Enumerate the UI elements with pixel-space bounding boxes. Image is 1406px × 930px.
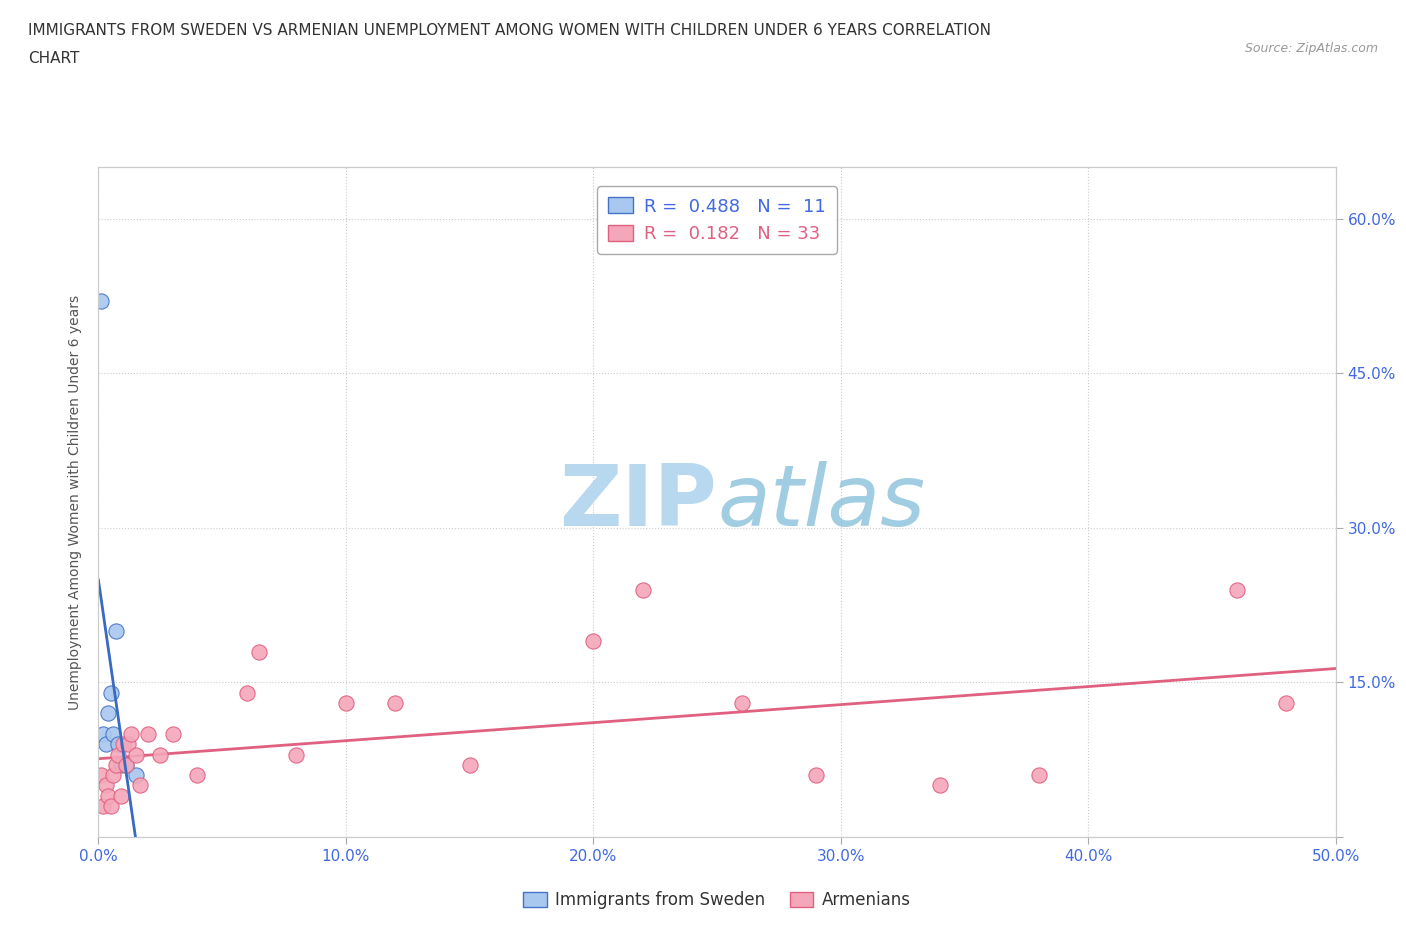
Point [124, 747, 146, 762]
Point [129, 778, 152, 793]
Point [247, 644, 270, 659]
Point [93, 726, 115, 741]
Point [582, 634, 605, 649]
Point [1028, 768, 1050, 783]
Point [162, 726, 184, 741]
Text: atlas: atlas [717, 460, 925, 544]
Point [136, 726, 159, 741]
Point [90, 768, 112, 783]
Point [100, 685, 122, 700]
Point [100, 799, 122, 814]
Legend: Immigrants from Sweden, Armenians: Immigrants from Sweden, Armenians [516, 884, 918, 916]
Y-axis label: Unemployment Among Women with Children Under 6 years: Unemployment Among Women with Children U… [69, 295, 83, 710]
Point [928, 778, 950, 793]
Point [97, 706, 120, 721]
Point [124, 768, 146, 783]
Point [236, 685, 259, 700]
Point [114, 757, 136, 772]
Point [1275, 696, 1298, 711]
Point [94, 778, 117, 793]
Point [149, 747, 172, 762]
Point [117, 737, 139, 751]
Point [731, 696, 754, 711]
Point [1226, 582, 1249, 597]
Point [103, 726, 125, 741]
Point [93, 799, 115, 814]
Text: ZIP: ZIP [560, 460, 717, 544]
Point [114, 757, 136, 772]
Point [107, 737, 129, 751]
Point [94, 737, 117, 751]
Text: CHART: CHART [28, 51, 80, 66]
Point [186, 768, 208, 783]
Point [120, 726, 142, 741]
Point [458, 757, 481, 772]
Point [107, 747, 129, 762]
Text: IMMIGRANTS FROM SWEDEN VS ARMENIAN UNEMPLOYMENT AMONG WOMEN WITH CHILDREN UNDER : IMMIGRANTS FROM SWEDEN VS ARMENIAN UNEMP… [28, 23, 991, 38]
Point [103, 768, 125, 783]
Point [631, 582, 654, 597]
Point [384, 696, 406, 711]
Text: Source: ZipAtlas.com: Source: ZipAtlas.com [1244, 42, 1378, 55]
Point [110, 789, 132, 804]
Point [97, 789, 120, 804]
Point [110, 757, 132, 772]
Point [335, 696, 357, 711]
Point [104, 757, 127, 772]
Point [804, 768, 827, 783]
Point [112, 737, 135, 751]
Point [285, 747, 308, 762]
Point [104, 623, 127, 638]
Point [90, 294, 112, 309]
